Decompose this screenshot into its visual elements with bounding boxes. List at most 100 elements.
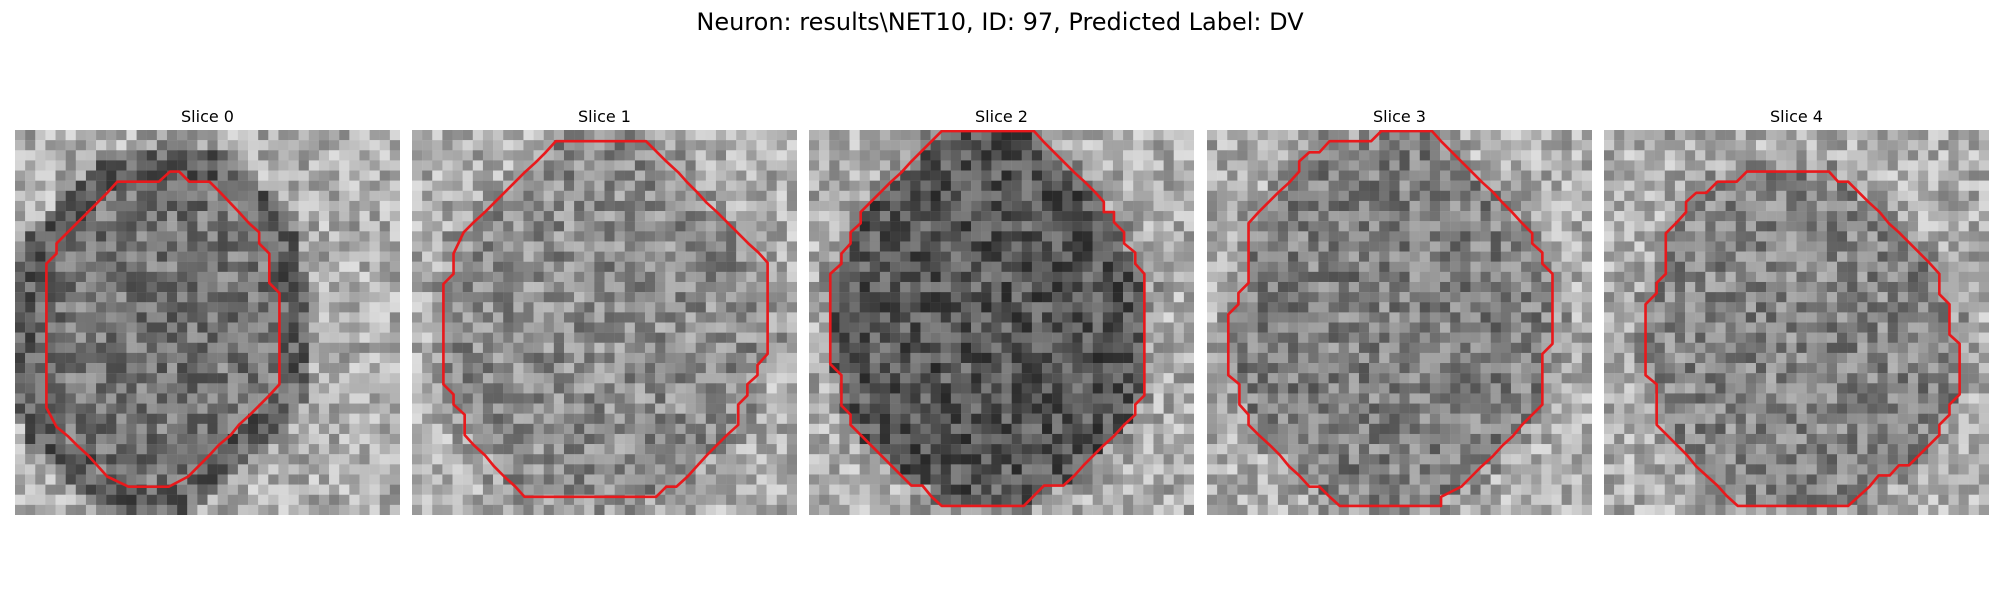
- pixel-cell: [422, 261, 433, 273]
- pixel-cell: [665, 383, 676, 394]
- pixel-cell: [971, 504, 982, 515]
- pixel-cell: [523, 373, 534, 384]
- pixel-cell: [960, 413, 972, 425]
- pixel-cell: [675, 464, 686, 475]
- pixel-cell: [1031, 200, 1043, 212]
- pixel-cell: [432, 423, 443, 435]
- pixel-cell: [1207, 281, 1218, 293]
- pixel-cell: [950, 413, 962, 425]
- pixel-cell: [318, 190, 330, 202]
- pixel-cell: [849, 373, 860, 384]
- pixel-cell: [177, 363, 188, 374]
- pixel-cell: [809, 292, 820, 303]
- pixel-cell: [258, 322, 269, 333]
- pixel-cell: [849, 271, 860, 283]
- pixel-cell: [1021, 211, 1033, 222]
- pixel-cell: [1133, 423, 1144, 435]
- pixel-cell: [35, 180, 46, 191]
- pixel-cell: [991, 464, 1002, 475]
- pixel-cell: [65, 383, 76, 394]
- pixel-cell: [1123, 200, 1134, 212]
- pixel-cell: [766, 231, 777, 242]
- pixel-cell: [1183, 281, 1194, 293]
- pixel-cell: [15, 393, 26, 404]
- pixel-cell: [543, 271, 555, 283]
- pixel-cell: [645, 211, 656, 222]
- pixel-cell: [422, 241, 433, 252]
- pixel-cell: [839, 464, 850, 475]
- pixel-cell: [726, 251, 737, 262]
- pixel-cell: [594, 150, 605, 161]
- pixel-cell: [1001, 231, 1012, 242]
- pixel-cell: [248, 494, 259, 506]
- pixel-cell: [126, 281, 137, 293]
- pixel-cell: [594, 322, 605, 333]
- pixel-cell: [1217, 302, 1228, 313]
- pixel-cell: [258, 261, 269, 273]
- pixel-cell: [389, 504, 400, 515]
- pixel-cell: [1409, 241, 1420, 252]
- pixel-cell: [1153, 281, 1164, 293]
- pixel-cell: [116, 150, 127, 161]
- pixel-cell: [25, 160, 36, 171]
- pixel-cell: [829, 312, 840, 323]
- pixel-cell: [339, 322, 350, 333]
- pixel-cell: [869, 322, 881, 333]
- pixel-cell: [869, 200, 881, 212]
- pixel-cell: [604, 393, 615, 404]
- pixel-cell: [15, 403, 26, 414]
- pixel-cell: [819, 352, 830, 364]
- pixel-cell: [1450, 241, 1461, 252]
- pixel-cell: [604, 423, 615, 435]
- pixel-cell: [1102, 393, 1114, 404]
- pixel-cell: [482, 352, 494, 364]
- pixel-cell: [809, 322, 820, 333]
- pixel-cell: [981, 494, 992, 506]
- pixel-cell: [432, 211, 443, 222]
- pixel-cell: [1338, 211, 1350, 222]
- pixel-cell: [106, 454, 117, 465]
- pixel-cell: [227, 150, 239, 161]
- pixel-cell: [1399, 200, 1410, 212]
- pixel-cell: [1173, 130, 1185, 141]
- pixel-cell: [726, 484, 737, 495]
- pixel-cell: [1082, 231, 1093, 242]
- pixel-cell: [604, 302, 615, 313]
- pixel-cell: [960, 464, 972, 475]
- pixel-cell: [1011, 342, 1022, 354]
- pixel-cell: [553, 241, 565, 252]
- pixel-cell: [1133, 363, 1144, 374]
- pixel-cell: [136, 332, 147, 343]
- pixel-cell: [422, 281, 433, 293]
- pixel-cell: [1338, 180, 1350, 191]
- slice-panel-1: Slice 1: [412, 104, 797, 515]
- pixel-cell: [819, 160, 830, 171]
- pixel-cell: [849, 302, 860, 313]
- pixel-cell: [513, 231, 524, 242]
- pixel-cell: [156, 150, 168, 161]
- pixel-cell: [584, 231, 595, 242]
- pixel-cell: [726, 312, 737, 323]
- pixel-cell: [645, 312, 656, 323]
- pixel-cell: [1133, 211, 1144, 222]
- pixel-cell: [614, 261, 625, 273]
- pixel-cell: [1072, 464, 1083, 475]
- pixel-cell: [766, 342, 777, 354]
- pixel-cell: [472, 464, 484, 475]
- pixel-cell: [339, 170, 350, 181]
- pixel-cell: [268, 150, 279, 161]
- pixel-cell: [900, 403, 911, 414]
- pixel-cell: [736, 413, 747, 425]
- pixel-cell: [1042, 160, 1053, 171]
- pixel-cell: [859, 221, 870, 232]
- pixel-cell: [859, 251, 870, 262]
- pixel-cell: [634, 261, 646, 273]
- pixel-cell: [1500, 190, 1512, 202]
- pixel-cell: [349, 231, 360, 242]
- pixel-cell: [665, 494, 676, 506]
- pixel-cell: [318, 363, 330, 374]
- pixel-cell: [116, 454, 127, 465]
- pixel-cell: [197, 281, 208, 293]
- pixel-cell: [900, 251, 911, 262]
- pixel-cell: [839, 504, 850, 515]
